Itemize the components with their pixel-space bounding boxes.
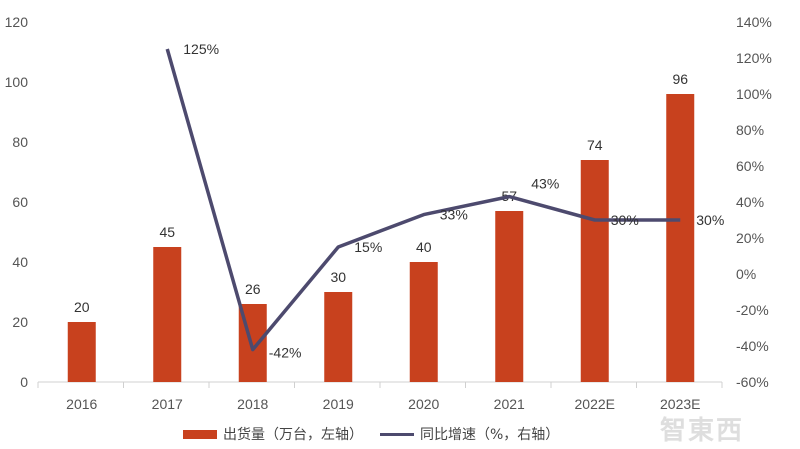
bar-data-label: 96 — [672, 71, 688, 87]
right-axis-tick-label: 100% — [736, 86, 772, 102]
bar-data-label: 45 — [159, 224, 175, 240]
left-axis-tick-label: 60 — [12, 194, 28, 210]
left-axis-tick-label: 20 — [12, 314, 28, 330]
right-axis-tick-label: -40% — [736, 338, 769, 354]
bar-data-label: 40 — [416, 239, 432, 255]
x-axis-tick-label: 2018 — [237, 396, 268, 412]
bar — [666, 94, 695, 382]
left-axis-tick-label: 0 — [20, 374, 28, 390]
right-axis-tick-label: -20% — [736, 302, 769, 318]
left-axis-tick-label: 80 — [12, 134, 28, 150]
right-axis-tick-label: 80% — [736, 122, 764, 138]
bar-data-label: 20 — [74, 299, 90, 315]
legend-swatch-line — [380, 432, 414, 436]
x-axis-tick-label: 2019 — [323, 396, 354, 412]
line-data-label: 43% — [531, 176, 559, 192]
bar — [324, 292, 353, 382]
bar-data-label: 74 — [587, 137, 603, 153]
x-axis-tick-label: 2021 — [494, 396, 525, 412]
right-axis-tick-label: 0% — [736, 266, 756, 282]
bar-data-label: 26 — [245, 281, 261, 297]
line-data-label: 15% — [354, 239, 382, 255]
left-axis-tick-label: 40 — [12, 254, 28, 270]
legend-label-growth: 同比增速（%，右轴） — [420, 427, 560, 443]
legend-label-shipments: 出货量（万台，左轴） — [223, 427, 363, 443]
bar — [580, 160, 609, 382]
legend-swatch-bar — [183, 429, 217, 439]
right-axis-tick-label: 120% — [736, 50, 772, 66]
left-axis-tick-label: 120 — [5, 14, 29, 30]
right-axis-tick-label: -60% — [736, 374, 769, 390]
x-axis-tick-label: 2020 — [408, 396, 439, 412]
legend-item-shipments: 出货量（万台，左轴） — [183, 424, 363, 444]
legend-item-growth: 同比增速（%，右轴） — [380, 424, 559, 444]
left-axis-tick-label: 100 — [5, 74, 29, 90]
x-axis-tick-label: 2017 — [152, 396, 183, 412]
growth-line — [165, 48, 681, 352]
right-axis-tick-label: 60% — [736, 158, 764, 174]
line-data-label: 125% — [183, 41, 219, 57]
bar — [153, 247, 182, 382]
bar — [409, 262, 438, 382]
bar — [495, 211, 524, 382]
line-data-label: -42% — [269, 345, 302, 361]
right-axis-tick-label: 140% — [736, 14, 772, 30]
x-axis-tick-label: 2022E — [575, 396, 615, 412]
x-axis-tick-label: 2016 — [66, 396, 97, 412]
bar-data-label: 30 — [330, 269, 346, 285]
right-axis-tick-label: 40% — [736, 194, 764, 210]
right-axis-tick-label: 20% — [736, 230, 764, 246]
line-data-label: 30% — [696, 212, 724, 228]
x-axis-tick-label: 2023E — [660, 396, 700, 412]
line-data-label: 33% — [440, 207, 468, 223]
watermark-logo: 智東西 — [660, 416, 745, 446]
line-data-label: 30% — [611, 212, 639, 228]
bar — [67, 322, 96, 382]
